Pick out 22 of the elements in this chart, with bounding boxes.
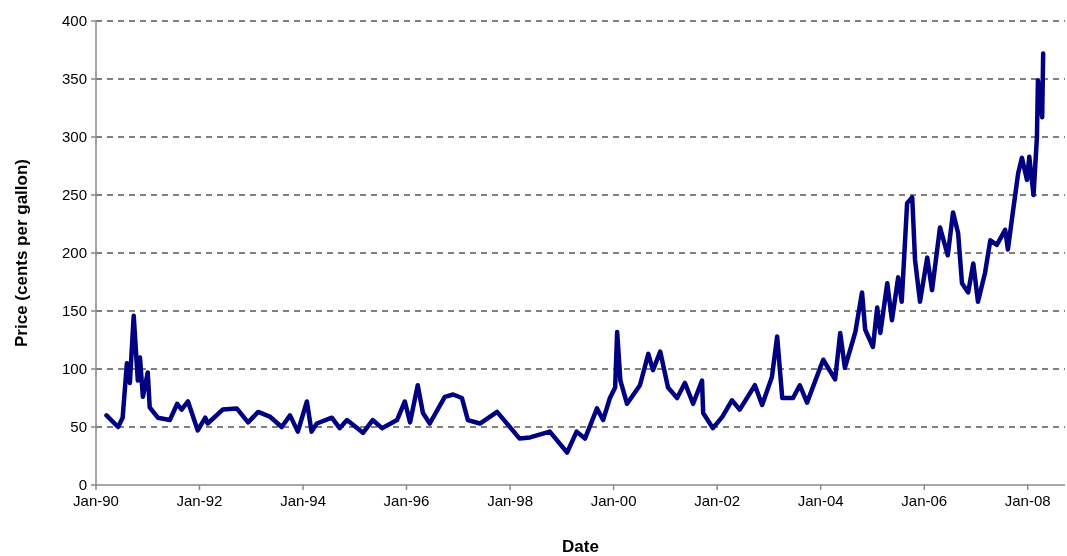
x-tick-label: Jan-96 <box>383 492 430 509</box>
x-tick-label: Jan-90 <box>73 492 119 509</box>
x-tick-label: Jan-08 <box>1004 492 1051 509</box>
y-tick-label: 250 <box>61 186 87 204</box>
x-tick-label: Jan-02 <box>694 492 741 509</box>
y-tick-label: 0 <box>78 476 87 494</box>
x-axis-title: Date <box>562 537 599 556</box>
y-tick-label: 400 <box>61 12 87 30</box>
x-tick-label: Jan-94 <box>280 492 326 509</box>
y-tick-label: 50 <box>70 418 87 436</box>
y-tick-label: 150 <box>61 302 87 320</box>
x-tick-label: Jan-92 <box>176 492 223 509</box>
y-tick-label: 300 <box>61 128 87 146</box>
x-tick-label: Jan-98 <box>487 492 534 509</box>
x-tick-label: Jan-04 <box>797 492 844 509</box>
y-axis-title: Price (cents per gallon) <box>12 159 31 347</box>
line-series <box>104 51 1046 455</box>
y-tick-label: 350 <box>61 70 87 88</box>
x-tick-label: Jan-00 <box>590 492 637 509</box>
x-tick-label: Jan-06 <box>901 492 948 509</box>
y-tick-label: 200 <box>61 244 87 262</box>
y-tick-label: 100 <box>61 360 87 378</box>
